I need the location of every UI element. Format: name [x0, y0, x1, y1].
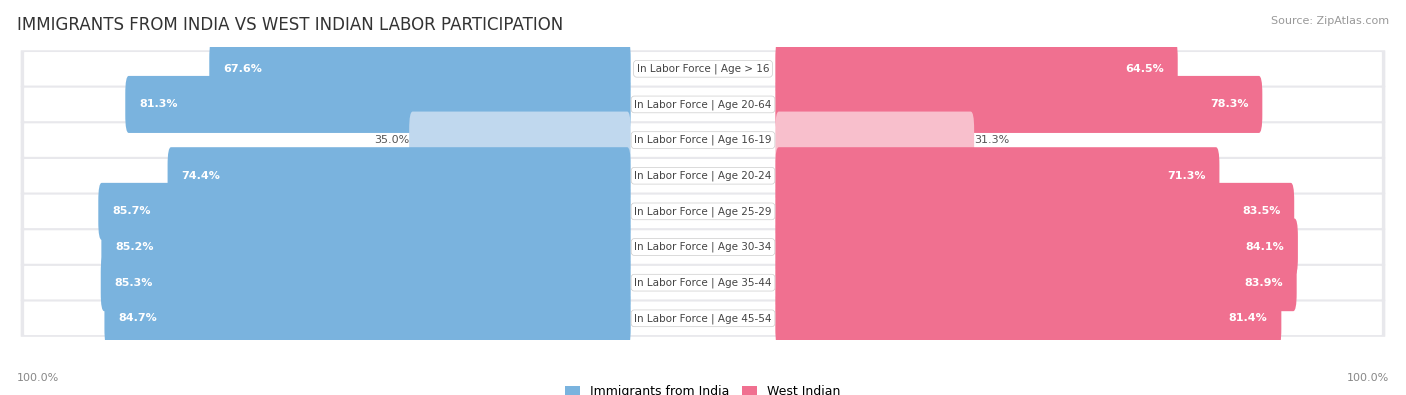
FancyBboxPatch shape — [24, 266, 1382, 299]
FancyBboxPatch shape — [21, 300, 1385, 337]
Text: In Labor Force | Age 35-44: In Labor Force | Age 35-44 — [634, 277, 772, 288]
FancyBboxPatch shape — [21, 157, 1385, 194]
FancyBboxPatch shape — [775, 40, 1178, 97]
Text: 83.5%: 83.5% — [1241, 206, 1281, 216]
Text: 35.0%: 35.0% — [374, 135, 409, 145]
Text: 100.0%: 100.0% — [1347, 373, 1389, 383]
FancyBboxPatch shape — [104, 290, 631, 347]
FancyBboxPatch shape — [125, 76, 631, 133]
FancyBboxPatch shape — [775, 254, 1296, 311]
FancyBboxPatch shape — [21, 264, 1385, 301]
FancyBboxPatch shape — [775, 147, 1219, 204]
Text: In Labor Force | Age 30-34: In Labor Force | Age 30-34 — [634, 242, 772, 252]
Text: In Labor Force | Age 45-54: In Labor Force | Age 45-54 — [634, 313, 772, 324]
Text: Source: ZipAtlas.com: Source: ZipAtlas.com — [1271, 16, 1389, 26]
Text: In Labor Force | Age 20-24: In Labor Force | Age 20-24 — [634, 171, 772, 181]
Text: In Labor Force | Age 25-29: In Labor Force | Age 25-29 — [634, 206, 772, 216]
FancyBboxPatch shape — [24, 52, 1382, 86]
FancyBboxPatch shape — [24, 195, 1382, 228]
Legend: Immigrants from India, West Indian: Immigrants from India, West Indian — [565, 385, 841, 395]
Text: 84.1%: 84.1% — [1246, 242, 1284, 252]
FancyBboxPatch shape — [24, 123, 1382, 157]
FancyBboxPatch shape — [167, 147, 631, 204]
Text: 84.7%: 84.7% — [118, 313, 157, 324]
FancyBboxPatch shape — [98, 183, 631, 240]
Text: 85.7%: 85.7% — [112, 206, 150, 216]
Text: In Labor Force | Age 20-64: In Labor Force | Age 20-64 — [634, 99, 772, 110]
FancyBboxPatch shape — [775, 290, 1281, 347]
FancyBboxPatch shape — [24, 159, 1382, 192]
Text: IMMIGRANTS FROM INDIA VS WEST INDIAN LABOR PARTICIPATION: IMMIGRANTS FROM INDIA VS WEST INDIAN LAB… — [17, 16, 564, 34]
Text: 31.3%: 31.3% — [974, 135, 1010, 145]
FancyBboxPatch shape — [101, 218, 631, 276]
FancyBboxPatch shape — [21, 193, 1385, 230]
Text: 64.5%: 64.5% — [1125, 64, 1164, 74]
FancyBboxPatch shape — [775, 183, 1294, 240]
Text: 83.9%: 83.9% — [1244, 278, 1282, 288]
FancyBboxPatch shape — [24, 301, 1382, 335]
Text: 85.3%: 85.3% — [114, 278, 153, 288]
FancyBboxPatch shape — [24, 230, 1382, 264]
FancyBboxPatch shape — [775, 76, 1263, 133]
Text: 71.3%: 71.3% — [1167, 171, 1205, 181]
FancyBboxPatch shape — [775, 111, 974, 169]
FancyBboxPatch shape — [21, 228, 1385, 265]
FancyBboxPatch shape — [775, 218, 1298, 276]
Text: 67.6%: 67.6% — [224, 64, 262, 74]
FancyBboxPatch shape — [209, 40, 631, 97]
Text: 100.0%: 100.0% — [17, 373, 59, 383]
Text: 81.4%: 81.4% — [1229, 313, 1268, 324]
FancyBboxPatch shape — [409, 111, 631, 169]
Text: 85.2%: 85.2% — [115, 242, 153, 252]
Text: 78.3%: 78.3% — [1211, 100, 1249, 109]
FancyBboxPatch shape — [21, 86, 1385, 123]
Text: 81.3%: 81.3% — [139, 100, 177, 109]
Text: In Labor Force | Age > 16: In Labor Force | Age > 16 — [637, 64, 769, 74]
Text: In Labor Force | Age 16-19: In Labor Force | Age 16-19 — [634, 135, 772, 145]
Text: 74.4%: 74.4% — [181, 171, 221, 181]
FancyBboxPatch shape — [21, 50, 1385, 87]
FancyBboxPatch shape — [24, 88, 1382, 121]
FancyBboxPatch shape — [101, 254, 631, 311]
FancyBboxPatch shape — [21, 122, 1385, 159]
